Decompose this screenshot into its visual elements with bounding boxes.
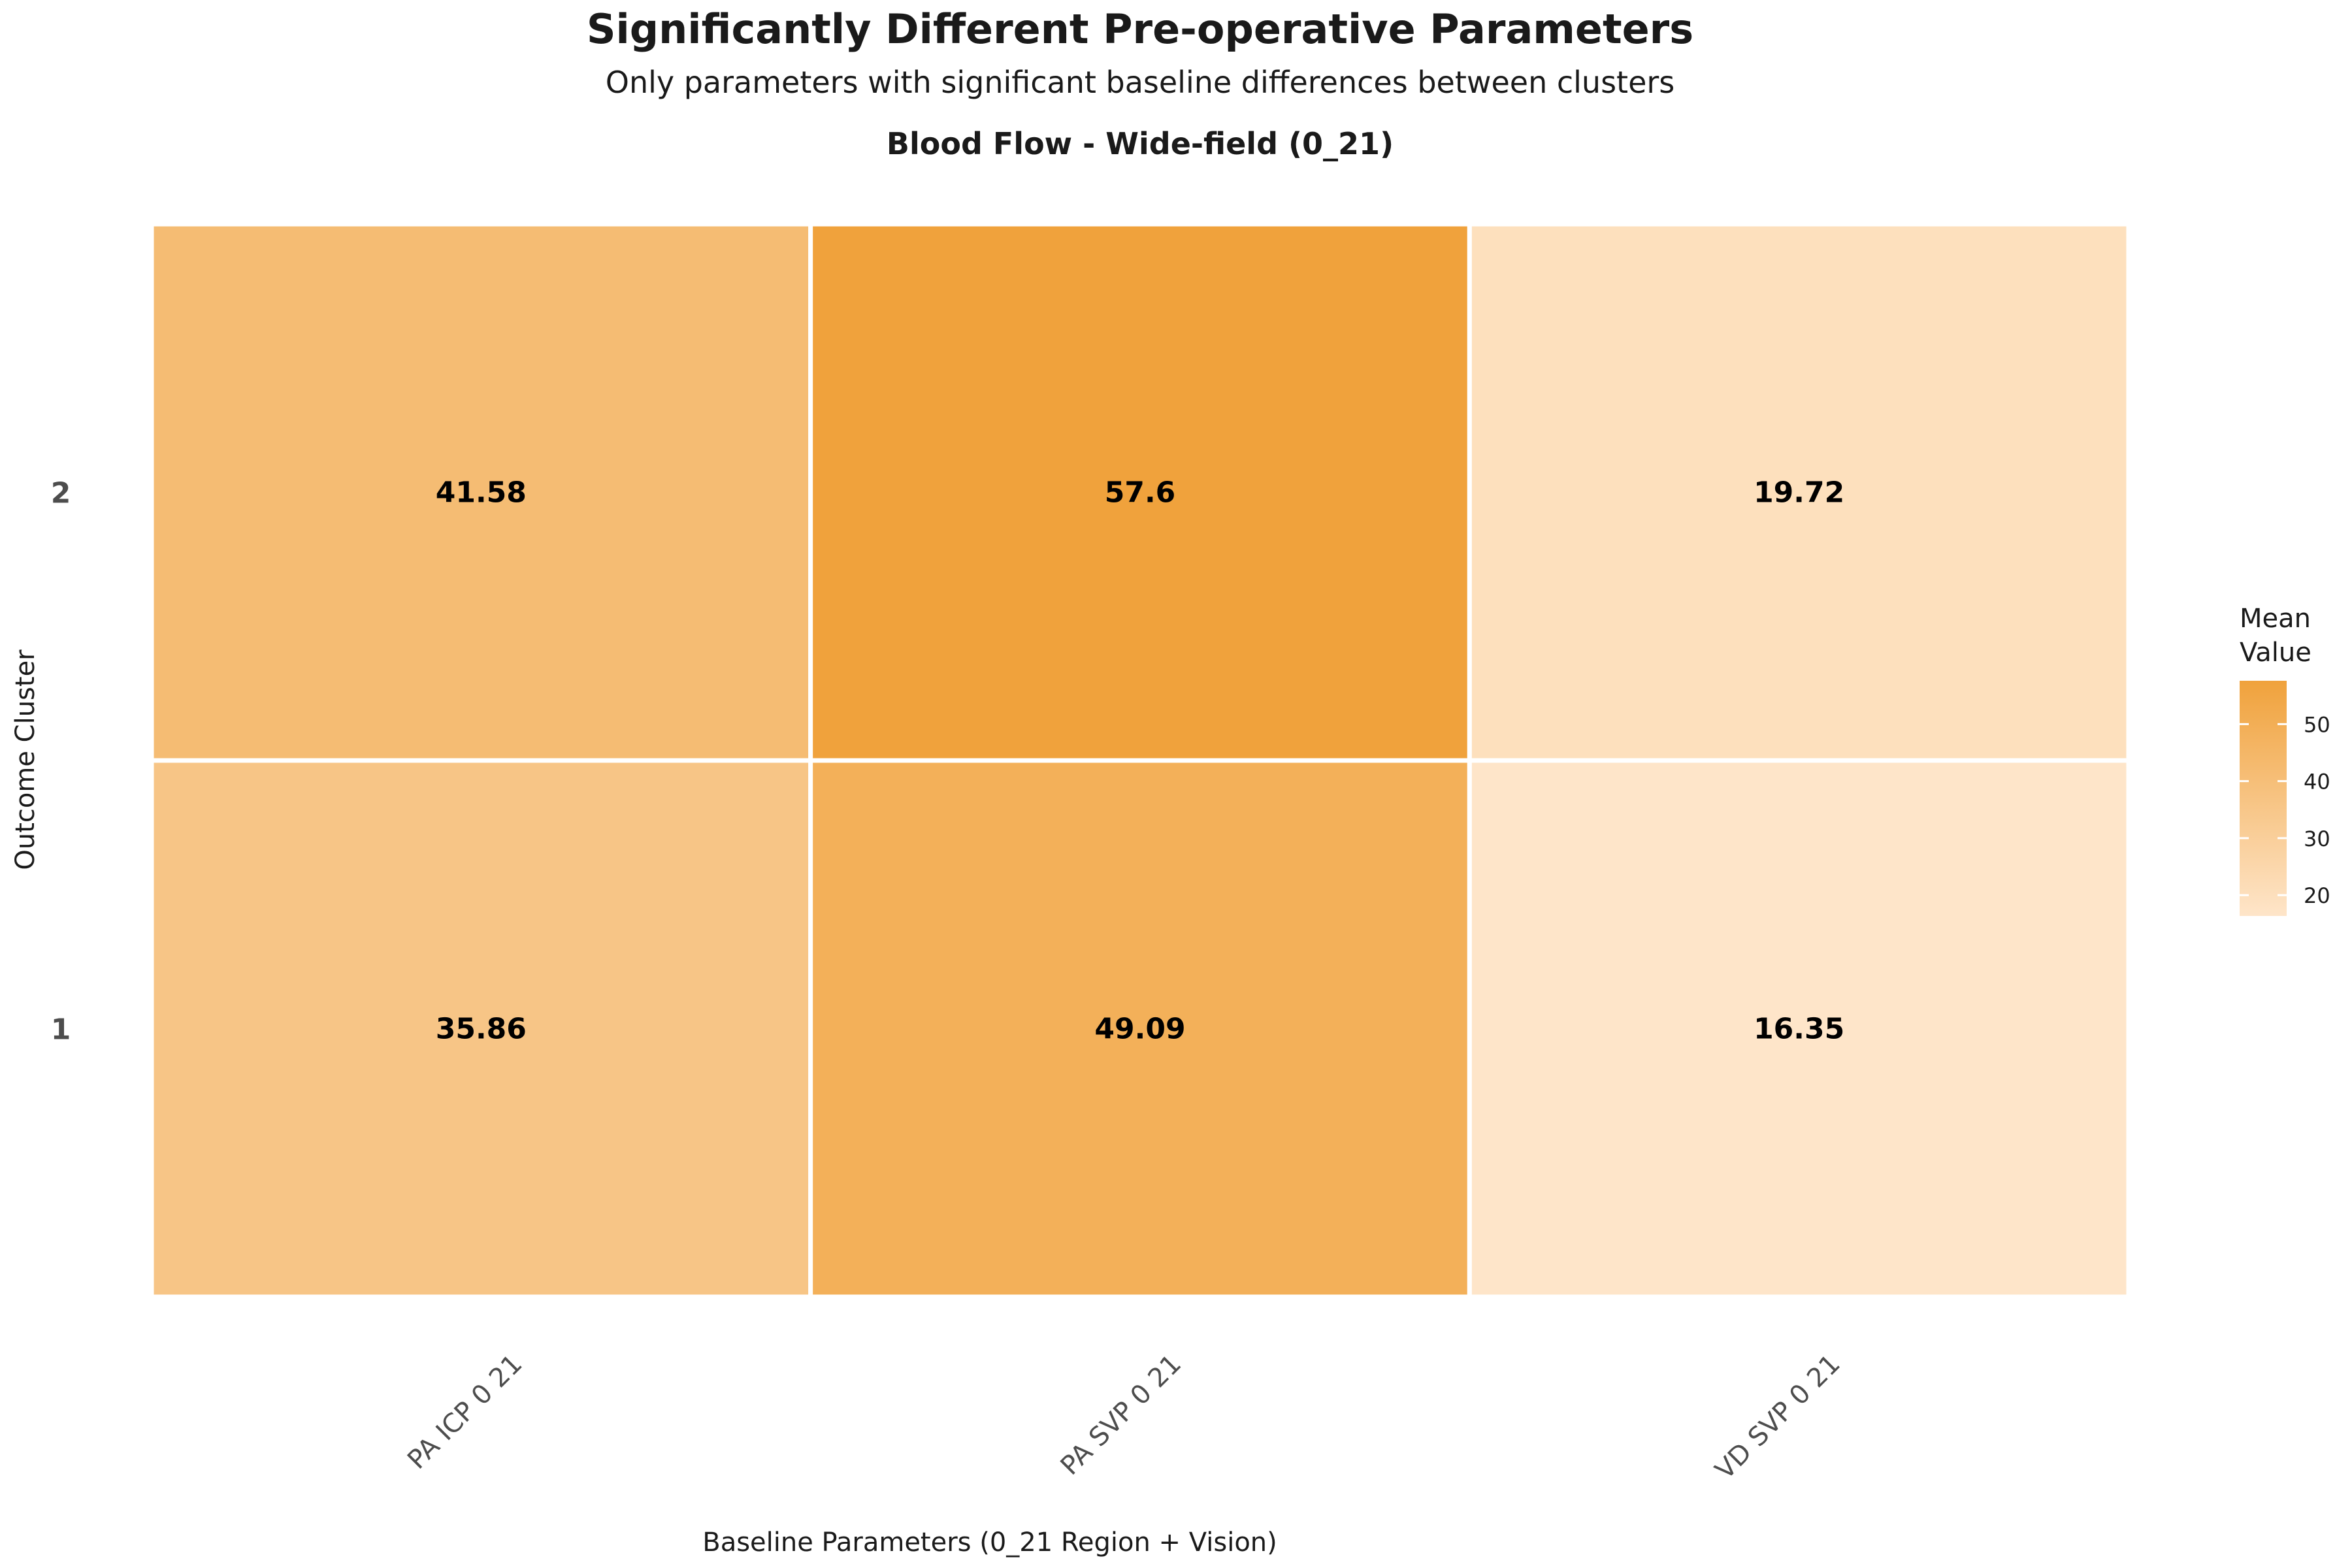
heatmap-cell (1467, 221, 2131, 763)
heatmap-cell (808, 758, 1472, 1299)
legend-tick-label: 50 (2304, 712, 2330, 737)
legend-ticks: 20 30 40 50 (2240, 712, 2330, 908)
heatmap-cell-labels: 41.58 57.6 19.72 35.86 49.09 16.35 (436, 476, 1845, 1046)
chart-title: Significantly Different Pre-operative Pa… (587, 5, 1693, 53)
x-axis-ticks: PA ICP 0 21 PA SVP 0 21 VD SVP 0 21 (402, 1349, 1846, 1486)
y-axis-ticks: 12 (51, 477, 71, 1047)
y-tick-label: 1 (51, 1013, 71, 1047)
cell-value-label: 16.35 (1754, 1013, 1844, 1046)
x-tick-label: VD SVP 0 21 (1710, 1349, 1846, 1486)
panel-title: Blood Flow - Wide-field (0_21) (887, 126, 1394, 161)
legend-tick-label: 20 (2304, 883, 2330, 908)
cell-value-label: 57.6 (1105, 476, 1176, 510)
cell-value-label: 49.09 (1094, 1013, 1185, 1046)
x-tick-label: PA ICP 0 21 (402, 1349, 528, 1475)
legend-tick-label: 40 (2304, 770, 2330, 794)
x-tick-label: PA SVP 0 21 (1055, 1349, 1187, 1481)
heatmap-cell (149, 758, 813, 1299)
heatmap-cell (808, 221, 1472, 763)
cell-value-label: 41.58 (436, 476, 527, 510)
cell-value-label: 19.72 (1754, 476, 1844, 510)
heatmap-cell (149, 221, 813, 763)
legend-title: Mean Value (2240, 604, 2319, 668)
legend-color-bar (2240, 681, 2287, 916)
legend-tick-label: 30 (2304, 826, 2330, 851)
cell-value-label: 35.86 (436, 1013, 527, 1046)
heatmap-cells (149, 221, 2131, 1299)
y-axis-title: Outcome Cluster (10, 649, 41, 870)
x-axis-title: Baseline Parameters (0_21 Region + Visio… (702, 1527, 1277, 1558)
y-tick-label: 2 (51, 477, 71, 510)
chart-subtitle: Only parameters with significant baselin… (606, 65, 1675, 100)
color-legend: Mean Value 20 30 40 50 (2240, 604, 2330, 916)
heatmap-cell (1467, 758, 2131, 1299)
